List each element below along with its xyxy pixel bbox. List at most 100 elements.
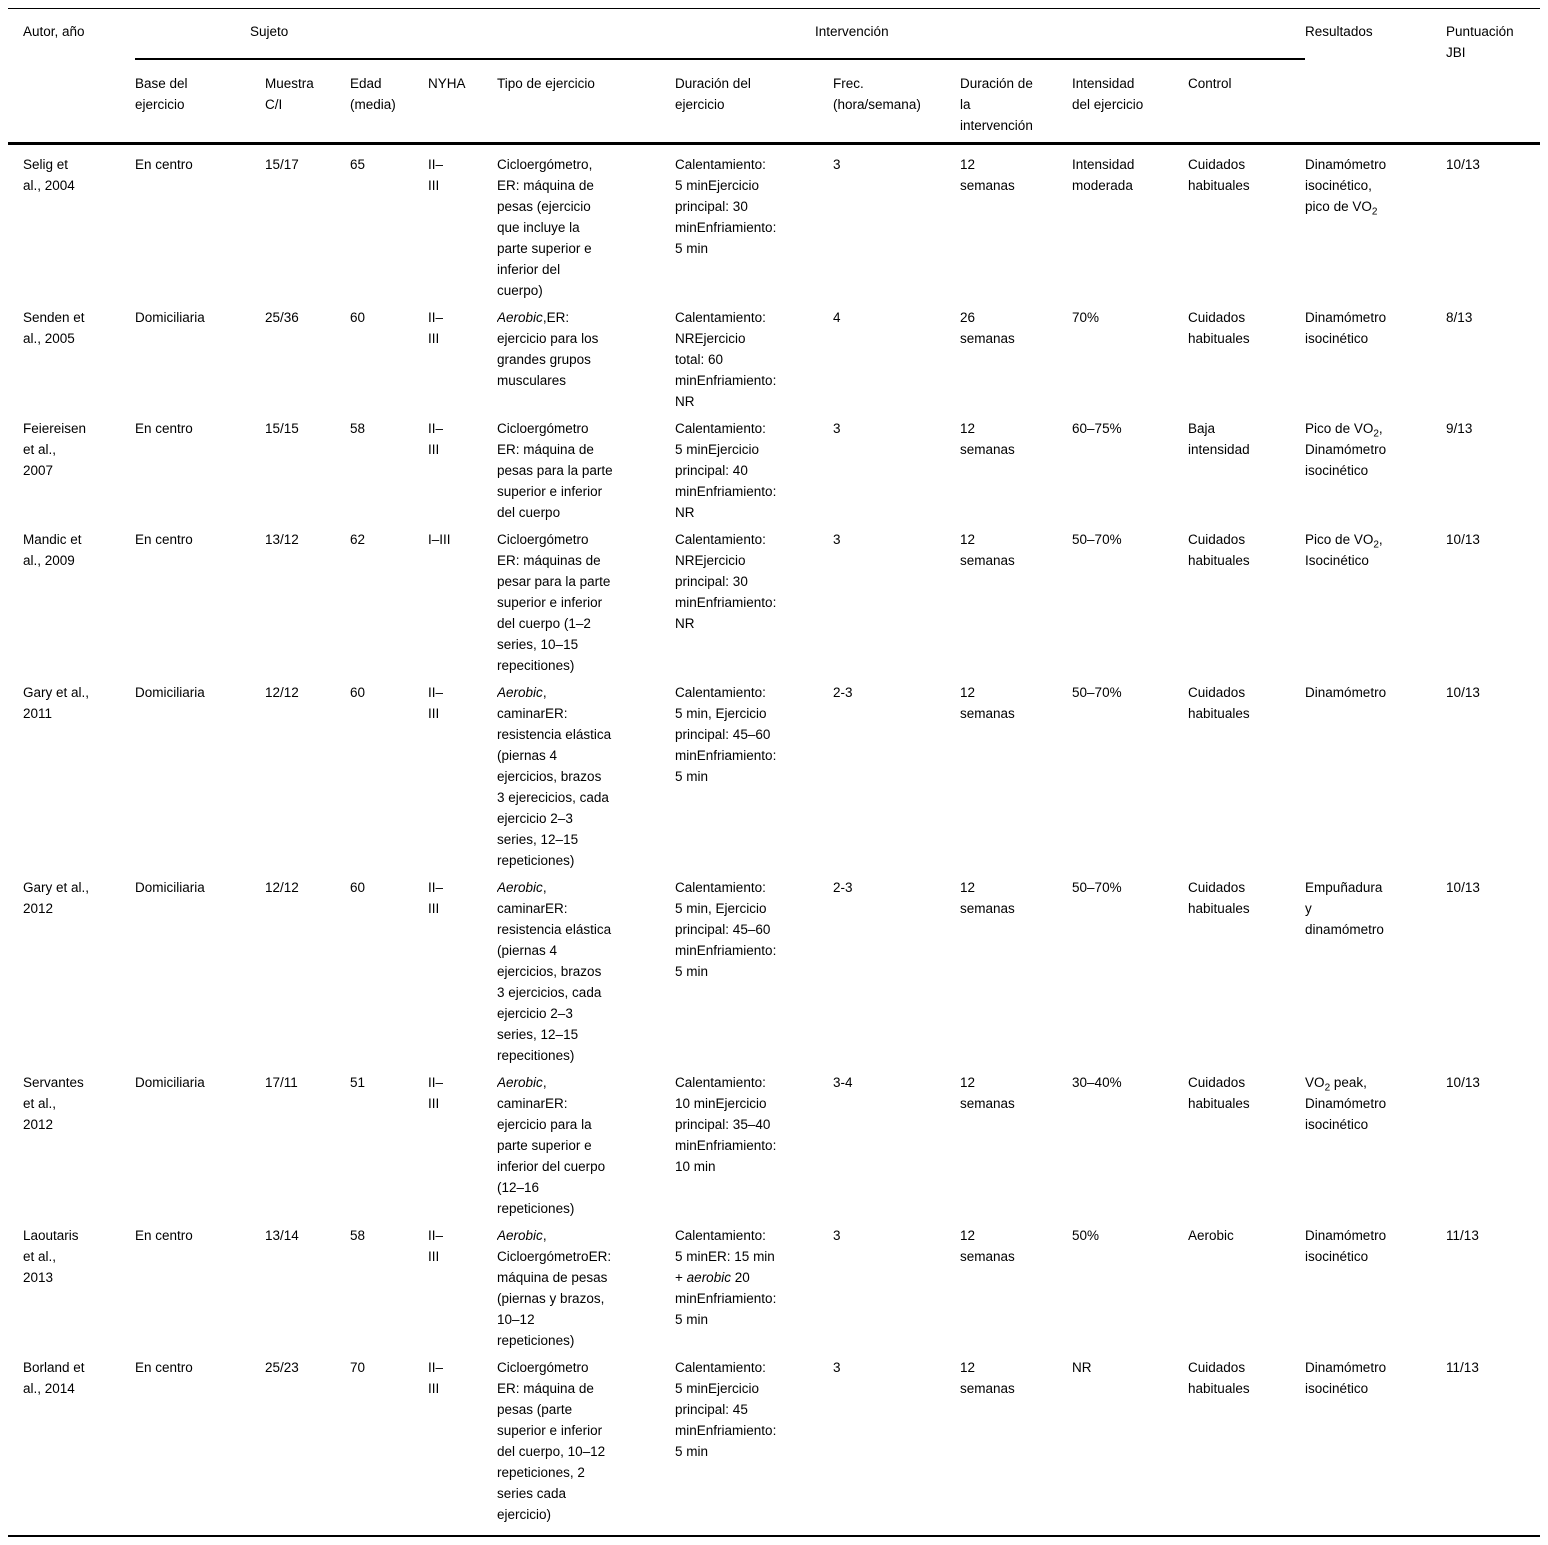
cell-jbi: 9/13 xyxy=(1446,421,1473,436)
header-group-intervencion: Intervención xyxy=(497,8,1306,60)
header-tipo: Tipo de ejercicio xyxy=(497,59,676,145)
cell-tipo: Aerobic, caminarER: resistencia elástica (p… xyxy=(497,880,612,1063)
cell-resultados: VO2 peak, Dinamómetro isocinético xyxy=(1305,1075,1387,1132)
table-header: Autor, año Sujeto Intervención Resultado… xyxy=(8,8,1541,145)
header-muestra: Muestra C/I xyxy=(265,59,350,145)
cell-tipo: Aerobic, CicloergómetroER: máquina de pesa… xyxy=(497,1228,612,1348)
cell-nyha: II– III xyxy=(428,421,444,457)
header-autor: Autor, año xyxy=(8,8,135,145)
cell-edad: 58 xyxy=(350,421,366,436)
cell-duracion-ejercicio: Calentamiento: 5 minEjercicio principal: 4… xyxy=(675,1360,777,1459)
table-row: Gary et al., 2012 Domiciliaria 12/12 60 II– II… xyxy=(8,874,1540,1069)
cell-edad: 62 xyxy=(350,532,366,547)
cell-duracion-intervencion: 12 semanas xyxy=(960,880,1015,916)
cell-duracion-intervencion: 12 semanas xyxy=(960,421,1015,457)
cell-control: Cuidados habituales xyxy=(1188,685,1250,721)
cell-base: En centro xyxy=(135,532,193,547)
table-row: Selig et al., 2004 En centro 15/17 65 II– III C… xyxy=(8,144,1540,305)
cell-edad: 65 xyxy=(350,157,366,172)
cell-resultados: Dinamómetro xyxy=(1305,685,1387,700)
cell-muestra: 13/14 xyxy=(265,1228,299,1243)
table-body: Selig et al., 2004 En centro 15/17 65 II– III C… xyxy=(8,144,1540,1537)
cell-autor: Gary et al., 2011 xyxy=(23,685,90,721)
cell-duracion-intervencion: 12 semanas xyxy=(960,532,1015,568)
cell-nyha: II– III xyxy=(428,1360,444,1396)
cell-intensidad: 50–70% xyxy=(1072,880,1122,895)
cell-base: Domiciliaria xyxy=(135,685,205,700)
cell-control: Baja intensidad xyxy=(1188,421,1250,457)
cell-duracion-ejercicio: Calentamiento: 5 minEjercicio principal: 3… xyxy=(675,157,777,256)
cell-duracion-ejercicio: Calentamiento: NREjercicio total: 60 minEnf… xyxy=(675,310,777,409)
cell-edad: 60 xyxy=(350,880,366,895)
cell-resultados: Dinamómetro isocinético xyxy=(1305,310,1387,346)
header-resultados: Resultados xyxy=(1305,8,1447,145)
cell-intensidad: 30–40% xyxy=(1072,1075,1122,1090)
cell-base: En centro xyxy=(135,1360,193,1375)
cell-base: En centro xyxy=(135,1228,193,1243)
cell-autor: Gary et al., 2012 xyxy=(23,880,90,916)
cell-jbi: 10/13 xyxy=(1446,685,1480,700)
cell-autor: Servantes et al., 2012 xyxy=(23,1075,84,1132)
header-duracion-intervencion: Duración de la intervención xyxy=(960,59,1073,145)
header-nyha: NYHA xyxy=(428,59,498,145)
cell-control: Cuidados habituales xyxy=(1188,157,1250,193)
cell-duracion-ejercicio: Calentamiento: 10 minEjercicio principal: … xyxy=(675,1075,777,1174)
cell-autor: Senden et al., 2005 xyxy=(23,310,85,346)
header-intensidad: Intensidad del ejercicio xyxy=(1072,59,1189,145)
cell-tipo: Cicloergómetro ER: máquinas de pesar para … xyxy=(497,532,611,673)
cell-resultados: Dinamómetro isocinético, pico de VO2 xyxy=(1305,157,1387,218)
header-control: Control xyxy=(1188,59,1306,145)
cell-muestra: 17/11 xyxy=(265,1075,298,1090)
cell-duracion-ejercicio: Calentamiento: NREjercicio principal: 30 mi… xyxy=(675,532,777,631)
cell-autor: Selig et al., 2004 xyxy=(23,157,75,193)
cell-duracion-intervencion: 12 semanas xyxy=(960,157,1015,193)
cell-tipo: Cicloergómetro ER: máquina de pesas (parte… xyxy=(497,1360,606,1522)
table-row: Laoutaris et al., 2013 En centro 13/14 58 II– I… xyxy=(8,1222,1540,1354)
cell-duracion-intervencion: 26 semanas xyxy=(960,310,1015,346)
cell-control: Cuidados habituales xyxy=(1188,1360,1250,1396)
cell-jbi: 8/13 xyxy=(1446,310,1473,325)
cell-resultados: Pico de VO2, Isocinético xyxy=(1305,532,1383,568)
cell-intensidad: 50–70% xyxy=(1072,532,1122,547)
cell-jbi: 10/13 xyxy=(1446,1075,1480,1090)
cell-autor: Borland et al., 2014 xyxy=(23,1360,85,1396)
cell-edad: 51 xyxy=(350,1075,366,1090)
table-row: Feiereisen et al., 2007 En centro 15/15 58 II–… xyxy=(8,415,1540,526)
cell-muestra: 15/15 xyxy=(265,421,299,436)
cell-control: Cuidados habituales xyxy=(1188,532,1250,568)
cell-jbi: 11/13 xyxy=(1446,1228,1479,1243)
cell-muestra: 12/12 xyxy=(265,880,299,895)
cell-frec: 4 xyxy=(833,310,841,325)
cell-resultados: Dinamómetro isocinético xyxy=(1305,1360,1387,1396)
cell-duracion-intervencion: 12 semanas xyxy=(960,1228,1015,1264)
cell-duracion-ejercicio: Calentamiento: 5 min, Ejercicio principal:… xyxy=(675,685,777,784)
cell-control: Aerobic xyxy=(1188,1228,1234,1243)
table-row: Servantes et al., 2012 Domiciliaria 17/11 51 I… xyxy=(8,1069,1540,1222)
cell-frec: 3 xyxy=(833,1228,841,1243)
cell-frec: 3 xyxy=(833,157,841,172)
table-row: Mandic et al., 2009 En centro 13/12 62 I–III C… xyxy=(8,526,1540,679)
cell-jbi: 11/13 xyxy=(1446,1360,1479,1375)
cell-frec: 3 xyxy=(833,421,841,436)
cell-autor: Laoutaris et al., 2013 xyxy=(23,1228,79,1285)
cell-muestra: 15/17 xyxy=(265,157,299,172)
cell-frec: 3 xyxy=(833,1360,841,1375)
cell-frec: 3 xyxy=(833,532,841,547)
header-duracion-ejercicio: Duración del ejercicio xyxy=(675,59,834,145)
cell-intensidad: 70% xyxy=(1072,310,1100,325)
cell-nyha: II– III xyxy=(428,880,444,916)
cell-duracion-ejercicio: Calentamiento: 5 minER: 15 min + aerobic 2… xyxy=(675,1228,777,1327)
cell-nyha: II– III xyxy=(428,685,444,721)
cell-nyha: I–III xyxy=(428,532,451,547)
cell-tipo: Aerobic, caminarER: resistencia elástica (p… xyxy=(497,685,612,868)
cell-tipo: Cicloergómetro, ER: máquina de pesas (ejer… xyxy=(497,157,594,298)
cell-resultados: Empuñadura y dinamómetro xyxy=(1305,880,1384,937)
cell-intensidad: 60–75% xyxy=(1072,421,1122,436)
cell-resultados: Dinamómetro isocinético xyxy=(1305,1228,1387,1264)
cell-base: En centro xyxy=(135,157,193,172)
cell-muestra: 13/12 xyxy=(265,532,299,547)
cell-muestra: 12/12 xyxy=(265,685,299,700)
cell-nyha: II– III xyxy=(428,1228,444,1264)
table-row: Gary et al., 2011 Domiciliaria 12/12 60 II– II… xyxy=(8,679,1540,874)
cell-edad: 70 xyxy=(350,1360,366,1375)
